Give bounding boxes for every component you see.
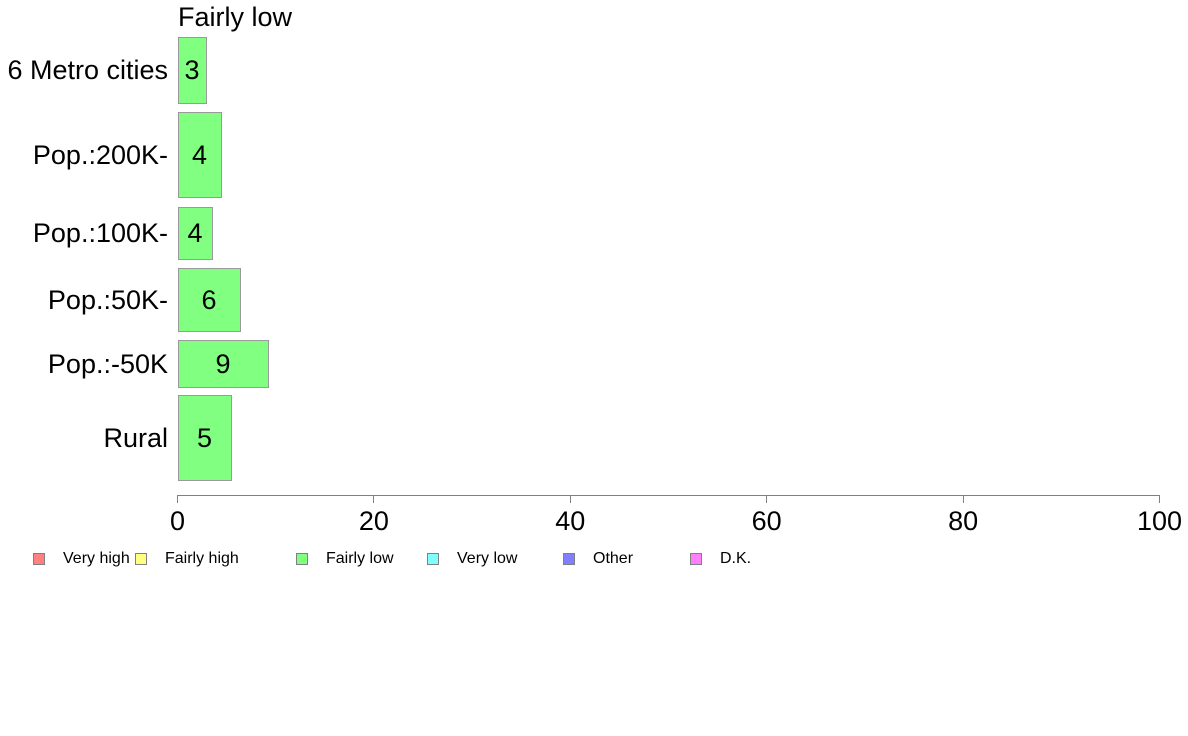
bar-value-label: 6 [201,284,217,315]
bar-value-label: 3 [184,55,200,85]
bar-value-label: 5 [196,422,213,453]
x-axis-tick [569,495,571,503]
legend-swatch [563,553,575,565]
legend-label: Fairly high [165,550,239,567]
legend-item: D.K. [690,550,751,568]
bar: 6 [177,268,241,332]
legend-label: Very high [63,550,130,567]
x-axis-tick [177,495,178,503]
x-axis-tick [373,495,375,503]
x-axis-tick [766,495,768,503]
bar-value-label: 9 [215,348,231,379]
legend-label: D.K. [720,550,752,567]
legend-swatch [690,553,702,565]
bar: 3 [177,37,207,104]
legend-label: Fairly low [326,550,394,567]
category-label: Rural [103,422,168,453]
x-axis-tick-label: 100 [1136,506,1183,536]
x-axis-tick [962,495,964,503]
category-label: Pop.:-50K [47,348,168,379]
legend-swatch [33,553,45,565]
legend-swatch [427,553,439,565]
legend-label: Other [593,550,634,567]
x-axis-tick-label: 0 [169,506,186,536]
legend-item: Very low [427,550,517,568]
bar: 5 [177,395,232,481]
legend-item: Other [563,550,633,568]
category-label: 6 Metro cities [7,55,168,85]
x-axis-line [177,495,1160,496]
x-axis-tick-label: 60 [751,506,782,536]
bar: 4 [177,207,213,260]
bar-value-label: 4 [187,218,203,248]
legend-item: Fairly low [296,550,394,568]
x-axis-tick-label: 20 [358,506,389,536]
legend-item: Fairly high [135,550,239,568]
chart-title: Fairly low [178,2,293,32]
category-label: Pop.:100K- [32,218,168,248]
legend-swatch [135,553,147,565]
legend-swatch [296,553,308,565]
bar: 9 [177,340,269,388]
legend-label: Very low [457,550,518,567]
x-axis-tick-label: 40 [555,506,586,536]
x-axis-tick [1159,495,1160,503]
bar: 4 [177,112,222,198]
bar-value-label: 4 [191,139,208,170]
x-axis-tick-label: 80 [948,506,979,536]
category-label: Pop.:50K- [47,284,168,315]
category-label: Pop.:200K- [32,139,168,170]
legend-item: Very high [33,550,130,568]
